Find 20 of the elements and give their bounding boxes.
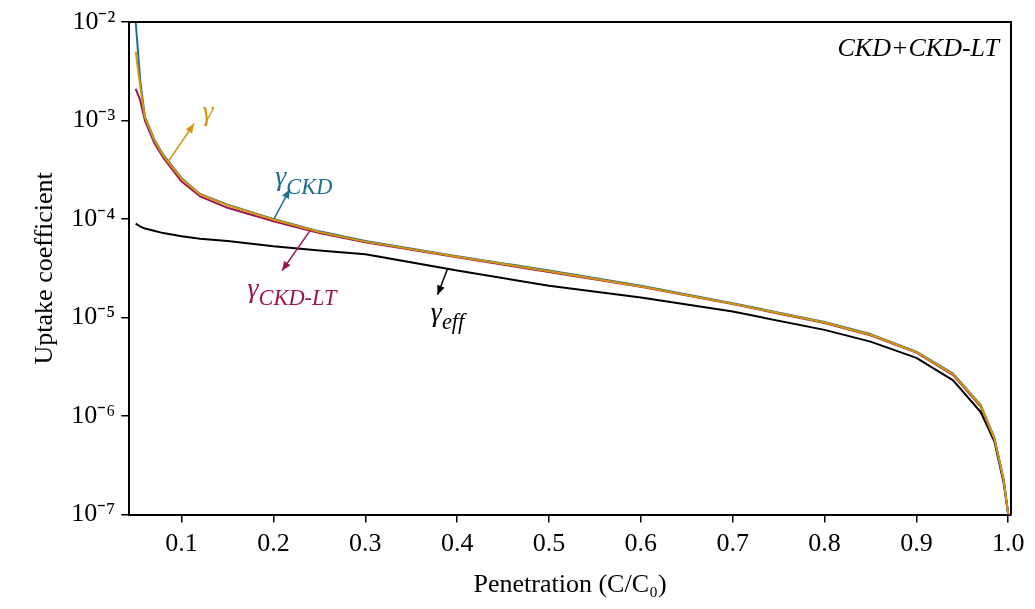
x-axis-title: Penetration (C/C₀) (473, 569, 667, 599)
annotation: CKD+CKD-LT (837, 33, 1001, 62)
x-tick-label: 0.3 (349, 528, 382, 558)
x-tick-label: 0.4 (440, 528, 474, 558)
y-tick-label: 10⁻⁵ (71, 301, 116, 331)
y-tick-label: 10⁻⁷ (71, 498, 116, 528)
series-label: γ (202, 94, 215, 126)
y-axis-title: Uptake coefficient (29, 171, 59, 365)
x-tick-label: 0.7 (716, 528, 749, 558)
x-tick-label: 0.6 (624, 528, 658, 558)
x-tick-label: 0.9 (900, 528, 933, 558)
x-tick-label: 0.2 (257, 528, 290, 558)
y-tick-label: 10⁻⁶ (71, 399, 116, 429)
y-tick-label: 10⁻³ (72, 104, 116, 134)
x-tick-label: 0.5 (532, 528, 566, 558)
x-tick-label: 0.8 (808, 528, 841, 558)
x-tick-label: 1.0 (991, 528, 1025, 558)
y-tick-label: 10⁻⁴ (71, 202, 116, 232)
y-tick-label: 10⁻² (72, 5, 116, 35)
x-tick-label: 0.1 (165, 528, 198, 558)
